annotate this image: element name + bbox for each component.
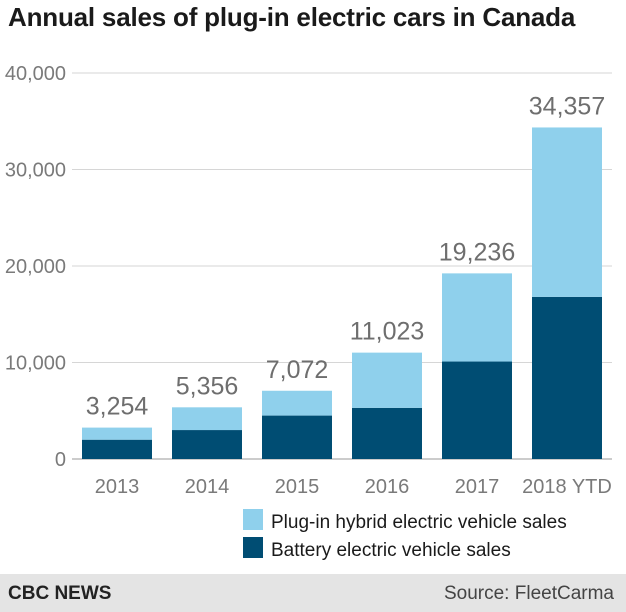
bar-plug-in-hybrid	[442, 273, 512, 362]
bar-plug-in-hybrid	[82, 427, 152, 440]
bar-plug-in-hybrid	[262, 390, 332, 416]
y-tick-label: 40,000	[5, 63, 66, 85]
x-tick-label: 2016	[365, 476, 410, 498]
y-tick-label: 0	[55, 449, 66, 471]
y-tick-label: 10,000	[5, 353, 66, 375]
brand-logo-text: CBC NEWS	[8, 583, 112, 604]
y-tick-label: 30,000	[5, 160, 66, 182]
footer-bar: CBC NEWS Source: FleetCarma	[0, 574, 626, 612]
total-data-label: 3,254	[86, 393, 149, 421]
bar-plug-in-hybrid	[352, 352, 422, 408]
y-tick-label: 20,000	[5, 256, 66, 278]
bar-battery-electric	[262, 415, 332, 459]
legend-swatch-battery-electric	[243, 537, 263, 558]
bar-battery-electric	[532, 296, 602, 459]
total-data-label: 34,357	[529, 92, 605, 120]
bar-battery-electric	[442, 361, 512, 459]
legend-label-plug-in-hybrid: Plug-in hybrid electric vehicle sales	[271, 512, 567, 533]
bar-battery-electric	[352, 407, 422, 459]
chart-svg: 0 10,000 20,000 30,000 40,000 3,254 2013 5,356 2…	[5, 63, 612, 561]
bar-battery-electric	[82, 439, 152, 459]
x-tick-label: 2017	[455, 476, 500, 498]
total-data-label: 19,236	[439, 238, 515, 266]
chart-title: Annual sales of plug-in electric cars in…	[8, 2, 576, 32]
total-data-label: 5,356	[176, 372, 239, 400]
x-tick-label: 2015	[275, 476, 320, 498]
total-data-label: 7,072	[266, 356, 329, 384]
bar-plug-in-hybrid	[532, 127, 602, 297]
bar-plug-in-hybrid	[172, 407, 242, 431]
x-tick-label: 2018 YTD	[522, 476, 612, 498]
source-credit: Source: FleetCarma	[443, 583, 614, 604]
legend-swatch-plug-in-hybrid	[243, 509, 263, 530]
x-tick-label: 2014	[185, 476, 230, 498]
bar-battery-electric	[172, 430, 242, 459]
total-data-label: 11,023	[350, 318, 425, 346]
x-tick-label: 2013	[95, 476, 140, 498]
legend-label-battery-electric: Battery electric vehicle sales	[271, 540, 511, 561]
